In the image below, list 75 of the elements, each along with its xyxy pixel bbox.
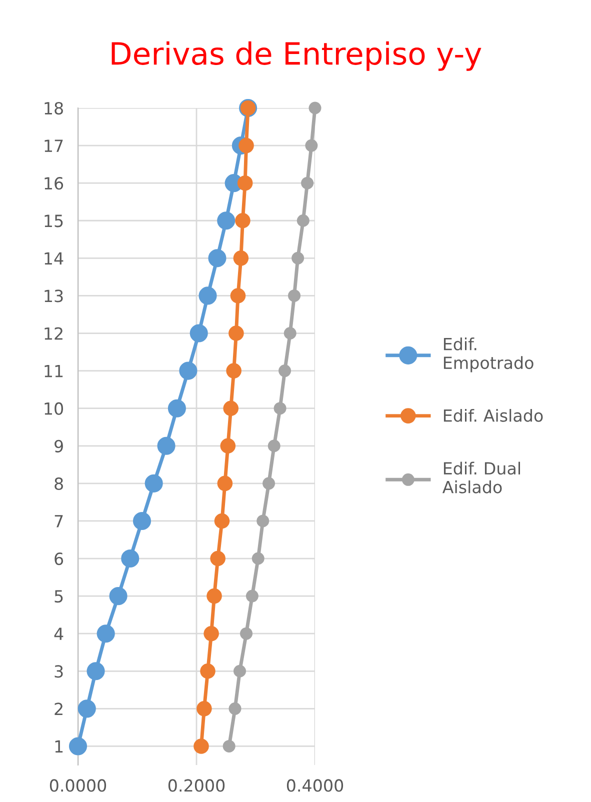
point [305,139,318,152]
point [228,702,242,715]
point [226,363,242,378]
point [230,288,246,304]
y-tick-label: 5 [54,590,63,603]
point [121,549,140,568]
point [86,662,105,680]
point [274,402,286,415]
point [238,138,254,154]
y-tick-label: 18 [44,102,63,115]
point [228,326,244,341]
y-tick-label: 7 [54,515,63,528]
point [204,626,219,642]
legend-label: Edif. Empotrado [444,338,534,372]
point [214,513,230,529]
point [223,400,239,416]
point [308,102,322,114]
y-tick-label: 10 [44,402,64,415]
point [235,212,250,228]
point [278,364,292,378]
point [240,627,253,640]
point [237,175,253,191]
y-tick-label: 3 [54,665,63,678]
point [217,476,233,492]
point [196,701,212,716]
y-tick-label: 16 [44,177,64,190]
point [246,590,258,602]
y-tick-label: 17 [44,140,63,152]
y-tick-label: 15 [44,214,63,228]
point [292,252,304,264]
point [256,514,270,528]
point [288,289,301,302]
y-tick-label: 4 [54,628,64,640]
point [96,624,115,643]
point [200,664,216,679]
x-tick-label: 0.4000 [286,779,344,792]
y-tick-label: 13 [44,290,63,302]
legend-label: Edif. Dual Aislado [442,462,520,494]
point [109,587,128,606]
point [217,212,236,230]
point [190,324,208,342]
point [157,436,176,455]
point [168,399,186,418]
point [262,477,276,490]
x-tick-label: 0.2000 [168,779,225,792]
point [198,286,217,305]
point [144,474,163,492]
y-tick-label: 1 [55,740,63,753]
y-tick-label: 2 [54,702,62,716]
y-tick-label: 14 [44,252,64,265]
point [268,440,280,452]
legend-label: Edif. Aislado [444,408,543,422]
y-tick-label: 11 [44,364,63,378]
point [132,512,152,530]
point [222,740,236,752]
point [78,700,96,718]
point [220,438,236,454]
y-tick-label: 6 [54,552,64,566]
point [284,327,296,340]
point [179,362,198,380]
point [252,552,264,565]
x-tick-label: 0.0000 [50,779,106,792]
point [301,176,314,190]
y-tick-label: 12 [44,327,62,340]
point [194,738,209,754]
y-tick-label: 8 [54,477,63,490]
point [234,664,246,678]
point [210,550,226,566]
point [208,249,226,268]
point [233,250,249,266]
y-tick-label: 9 [54,440,63,452]
point [296,214,310,227]
chart-title: Derivas de Entrepiso y-y [112,41,482,71]
point [68,737,88,756]
point [206,588,222,604]
